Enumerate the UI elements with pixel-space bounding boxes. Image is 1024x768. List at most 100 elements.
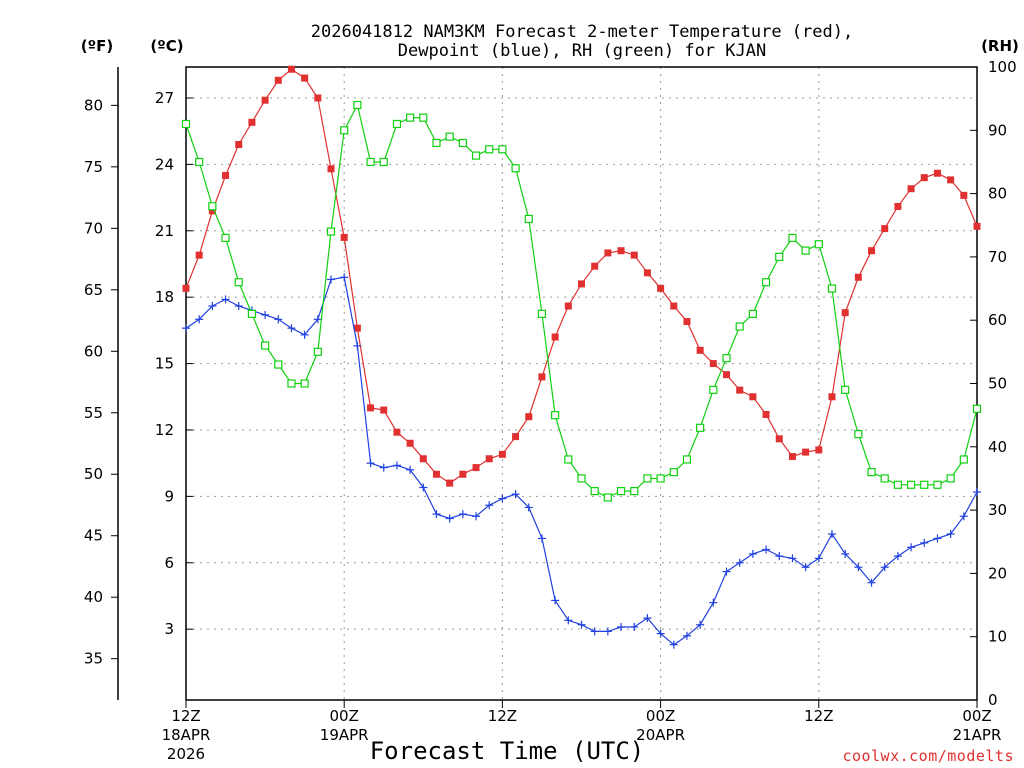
rh-point <box>893 480 903 489</box>
rh-point <box>221 233 230 243</box>
celsius-tick-label: 12 <box>155 421 174 439</box>
rh-point <box>814 240 823 249</box>
rh-tick-label: 30 <box>988 501 1007 519</box>
dewpoint-point <box>392 461 401 470</box>
rh-point <box>577 474 586 483</box>
dewpoint-point <box>327 275 336 284</box>
time-tick-label: 12Z <box>488 707 517 725</box>
dewpoint-point <box>669 640 678 649</box>
rh-point <box>524 214 533 224</box>
dewpoint-point <box>696 620 705 629</box>
temperature-point <box>775 435 783 443</box>
dewpoint-point <box>564 616 573 625</box>
rh-tick-label: 80 <box>988 185 1007 203</box>
temperature-point <box>723 371 731 379</box>
temperature-point <box>881 225 889 233</box>
date-tick-label: 20APR <box>636 726 685 744</box>
dewpoint-point <box>788 554 797 563</box>
time-tick-label: 00Z <box>962 707 991 725</box>
dewpoint-point <box>735 558 744 567</box>
rh-point <box>761 278 771 287</box>
rh-tick-label: 10 <box>988 628 1007 646</box>
fahrenheit-tick-label: 50 <box>84 465 103 483</box>
series-rh <box>181 100 982 502</box>
celsius-tick-label: 18 <box>155 288 174 306</box>
celsius-tick-label: 9 <box>164 487 174 505</box>
dewpoint-point <box>287 324 296 333</box>
rh-point <box>920 480 929 489</box>
temperature-point <box>472 464 480 472</box>
temperature-point <box>973 222 981 230</box>
dewpoint-point <box>656 629 665 638</box>
temperature-point <box>947 176 955 184</box>
time-tick-label: 00Z <box>646 707 675 725</box>
temperature-point <box>393 428 401 436</box>
dewpoint-point <box>590 627 599 636</box>
fahrenheit-tick-label: 65 <box>84 281 103 299</box>
rh-point <box>841 385 850 394</box>
celsius-tick-label: 15 <box>155 355 174 373</box>
fahrenheit-tick-label: 60 <box>84 342 103 360</box>
temperature-point <box>643 269 651 277</box>
year-tick-label: 2026 <box>167 745 205 763</box>
temperature-point <box>630 251 638 259</box>
fahrenheit-unit-label: (ºF) <box>81 37 113 55</box>
axes <box>111 66 978 708</box>
rh-point <box>498 145 507 154</box>
rh-point <box>630 487 639 496</box>
temperature-point <box>933 169 941 177</box>
temperature-point <box>841 309 849 317</box>
fahrenheit-tick-label: 55 <box>84 404 103 422</box>
rh-point <box>775 252 784 261</box>
dewpoint-point <box>551 596 560 605</box>
temperature-point <box>274 76 282 84</box>
temperature-point <box>446 479 454 487</box>
temperature-point <box>195 251 203 259</box>
rh-point <box>234 278 243 287</box>
dewpoint-point <box>300 330 309 339</box>
dewpoint-point <box>920 538 929 547</box>
celsius-tick-label: 27 <box>155 89 174 107</box>
temperature-point <box>459 470 467 478</box>
rh-point <box>313 347 322 356</box>
fahrenheit-tick-label: 40 <box>84 588 103 606</box>
temperature-point <box>327 165 335 173</box>
temperature-point <box>736 386 744 394</box>
fahrenheit-tick-label: 35 <box>84 650 103 668</box>
dewpoint-point <box>458 510 467 519</box>
temperature-point <box>485 455 493 463</box>
dewpoint-point <box>748 549 757 558</box>
series-dewpoint <box>182 273 981 649</box>
rh-point <box>247 309 257 318</box>
temperature-point <box>182 284 190 292</box>
temperature-point <box>960 191 968 199</box>
temperature-point <box>222 171 230 179</box>
rh-point <box>208 202 217 211</box>
time-tick-label: 00Z <box>330 707 359 725</box>
dewpoint-point <box>617 622 626 631</box>
time-tick-label: 12Z <box>171 707 200 725</box>
temperature-point <box>419 455 427 463</box>
temperature-point <box>696 346 704 354</box>
dewpoint-point <box>379 463 388 472</box>
series-temperature <box>182 65 981 487</box>
rh-point <box>669 468 678 477</box>
dewpoint-point <box>353 341 362 350</box>
dewpoint-point <box>775 552 784 561</box>
temperature-point <box>208 207 216 215</box>
temperature-point <box>380 406 388 414</box>
rh-point <box>590 487 599 496</box>
dewpoint-point <box>498 494 507 503</box>
dewpoint-point <box>880 563 889 572</box>
dewpoint-point <box>867 578 876 587</box>
temperature-point <box>340 233 348 241</box>
temperature-point <box>617 247 625 255</box>
temperature-point <box>261 96 269 104</box>
dewpoint-point <box>959 512 968 521</box>
temperature-point <box>762 410 770 418</box>
dewpoint-point <box>524 503 533 512</box>
rh-point <box>432 138 441 148</box>
rh-point <box>366 157 375 167</box>
rh-tick-label: 60 <box>988 311 1007 329</box>
